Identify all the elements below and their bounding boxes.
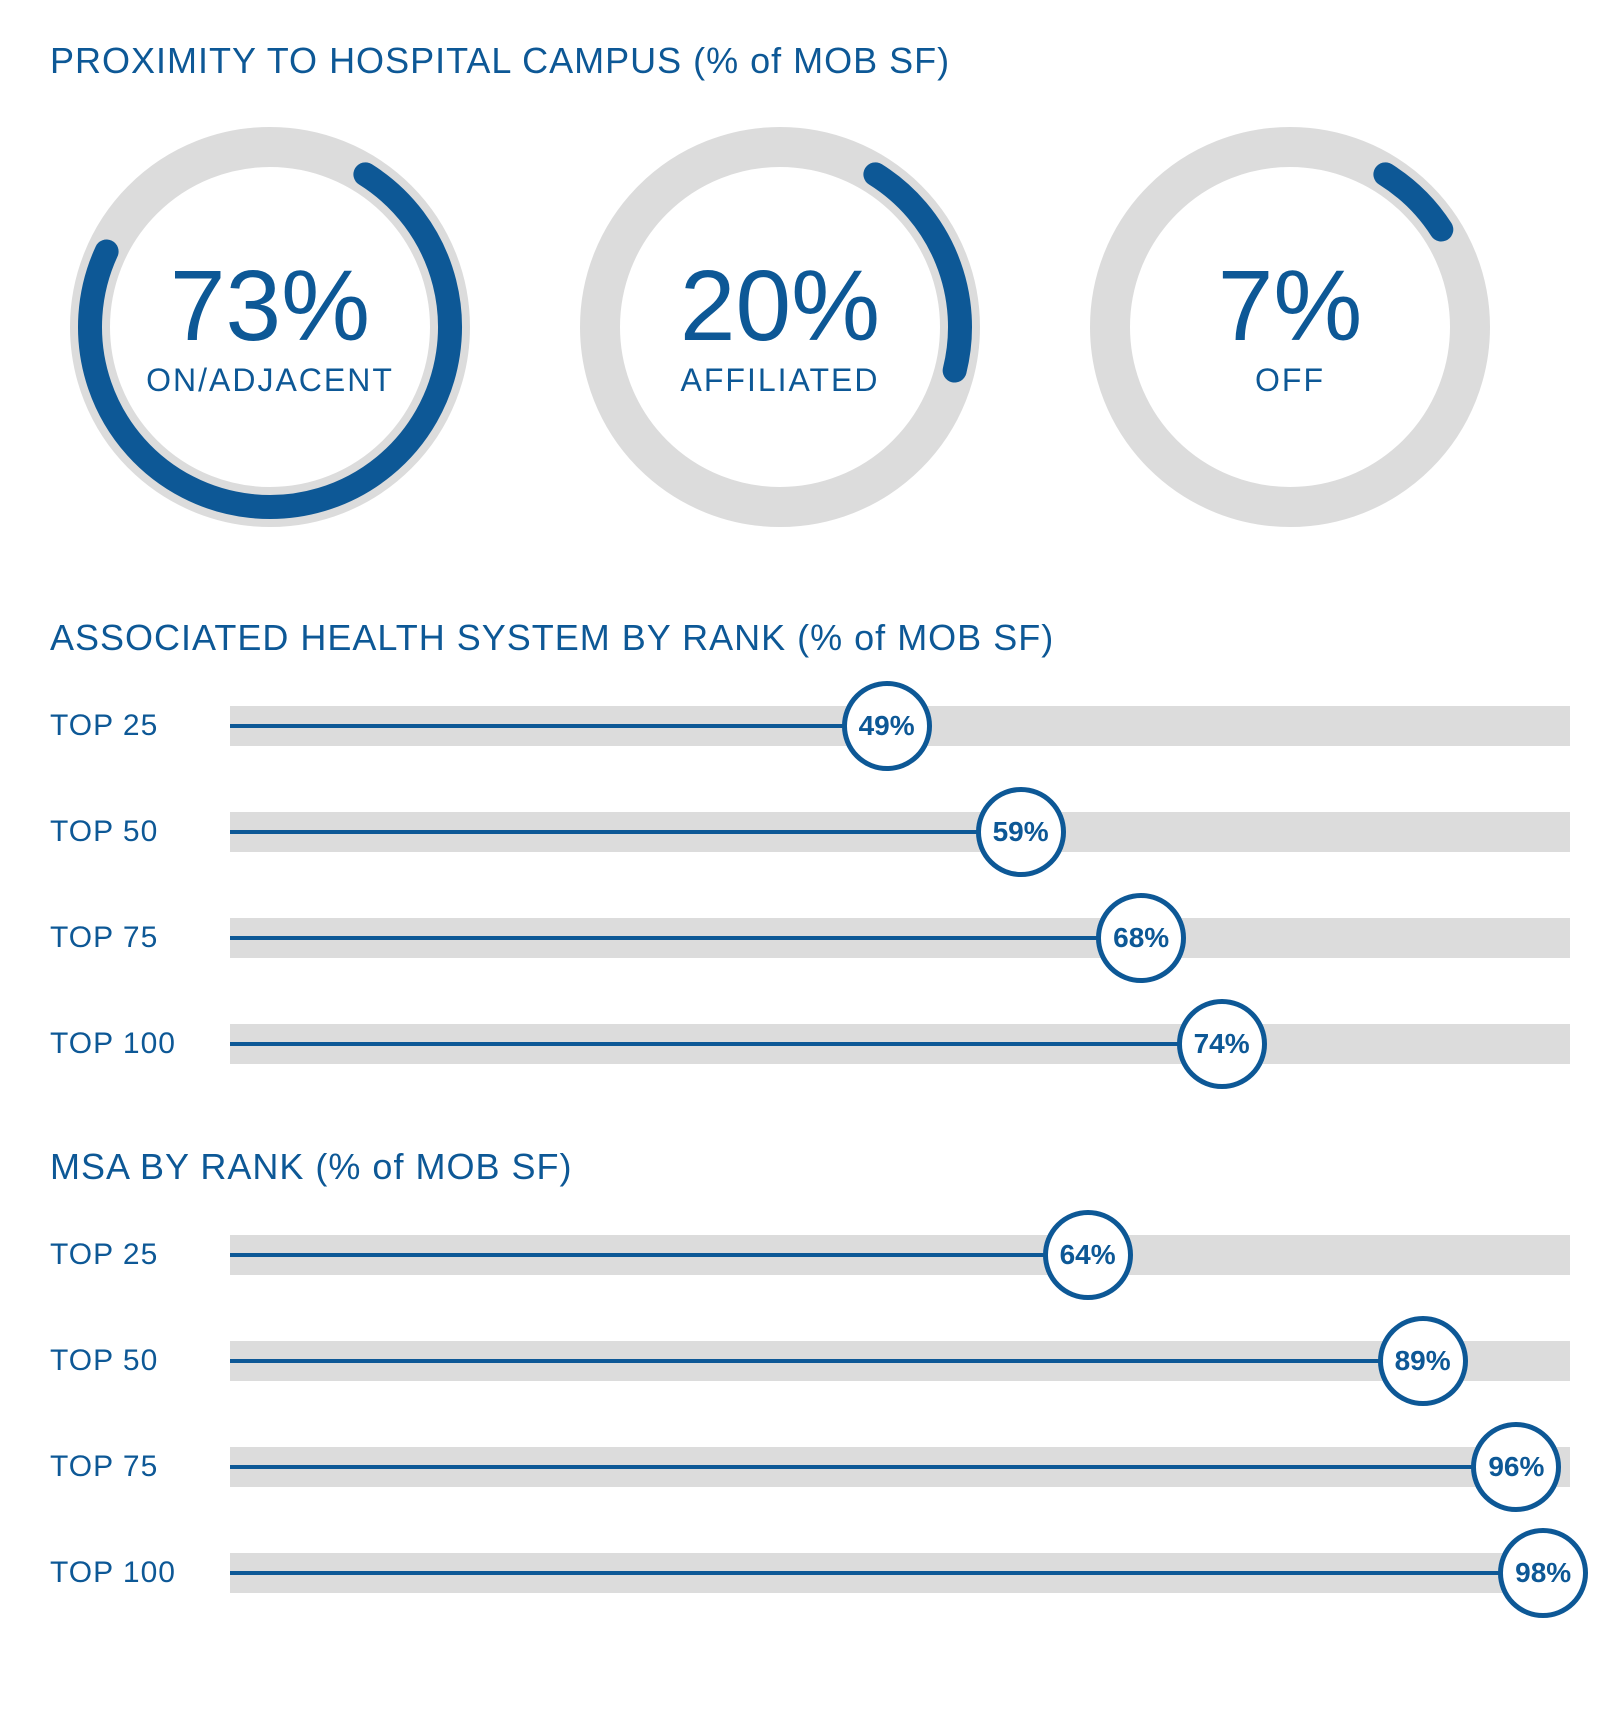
msa-bubble-2: 96% bbox=[1471, 1422, 1561, 1512]
hs-track-2: 68% bbox=[230, 918, 1570, 958]
msa-line-0 bbox=[230, 1253, 1088, 1257]
hs-row-top50: TOP 50 59% bbox=[50, 800, 1570, 864]
msa-line-1 bbox=[230, 1359, 1423, 1363]
msa-bubble-1: 89% bbox=[1378, 1316, 1468, 1406]
hs-bubble-3: 74% bbox=[1177, 999, 1267, 1089]
msa-line-2 bbox=[230, 1465, 1516, 1469]
msa-track-0: 64% bbox=[230, 1235, 1570, 1275]
hs-label-0: TOP 25 bbox=[50, 709, 230, 743]
msa-row-top100: TOP 100 98% bbox=[50, 1541, 1570, 1605]
hs-row-top100: TOP 100 74% bbox=[50, 1012, 1570, 1076]
donut-label-2: OFF bbox=[1218, 362, 1363, 399]
msa-track-1: 89% bbox=[230, 1341, 1570, 1381]
hs-line-0 bbox=[230, 724, 887, 728]
hs-label-2: TOP 75 bbox=[50, 921, 230, 955]
donut-off: 7% OFF bbox=[1080, 117, 1500, 537]
proximity-donut-row: 73% ON/ADJACENT 20% AFFILIATED 7% OFF bbox=[50, 117, 1570, 537]
msa-bubble-0: 64% bbox=[1043, 1210, 1133, 1300]
hs-label-1: TOP 50 bbox=[50, 815, 230, 849]
msa-bars: TOP 25 64% TOP 50 89% TOP 75 96% TOP 100… bbox=[50, 1223, 1570, 1605]
msa-label-3: TOP 100 bbox=[50, 1556, 230, 1590]
health-system-bars: TOP 25 49% TOP 50 59% TOP 75 68% TOP 100… bbox=[50, 694, 1570, 1076]
donut-label-0: ON/ADJACENT bbox=[146, 362, 394, 399]
health-system-title: ASSOCIATED HEALTH SYSTEM BY RANK (% of M… bbox=[50, 617, 1570, 659]
msa-row-top75: TOP 75 96% bbox=[50, 1435, 1570, 1499]
msa-bubble-3: 98% bbox=[1498, 1528, 1588, 1618]
donut-center-2: 7% OFF bbox=[1218, 256, 1363, 399]
hs-bubble-2: 68% bbox=[1096, 893, 1186, 983]
hs-line-2 bbox=[230, 936, 1141, 940]
msa-track-2: 96% bbox=[230, 1447, 1570, 1487]
msa-line-3 bbox=[230, 1571, 1543, 1575]
hs-line-3 bbox=[230, 1042, 1222, 1046]
donut-affiliated: 20% AFFILIATED bbox=[570, 117, 990, 537]
hs-label-3: TOP 100 bbox=[50, 1027, 230, 1061]
hs-row-top75: TOP 75 68% bbox=[50, 906, 1570, 970]
msa-title: MSA BY RANK (% of MOB SF) bbox=[50, 1146, 1570, 1188]
donut-center-0: 73% ON/ADJACENT bbox=[146, 256, 394, 399]
donut-value-1: 20% bbox=[680, 256, 880, 356]
hs-track-1: 59% bbox=[230, 812, 1570, 852]
msa-track-3: 98% bbox=[230, 1553, 1570, 1593]
donut-center-1: 20% AFFILIATED bbox=[680, 256, 880, 399]
hs-line-1 bbox=[230, 830, 1021, 834]
msa-label-1: TOP 50 bbox=[50, 1344, 230, 1378]
hs-bubble-0: 49% bbox=[842, 681, 932, 771]
donut-value-0: 73% bbox=[146, 256, 394, 356]
hs-bubble-1: 59% bbox=[976, 787, 1066, 877]
donut-on-adjacent: 73% ON/ADJACENT bbox=[60, 117, 480, 537]
donut-value-2: 7% bbox=[1218, 256, 1363, 356]
msa-row-top50: TOP 50 89% bbox=[50, 1329, 1570, 1393]
hs-track-3: 74% bbox=[230, 1024, 1570, 1064]
msa-label-2: TOP 75 bbox=[50, 1450, 230, 1484]
hs-track-0: 49% bbox=[230, 706, 1570, 746]
msa-row-top25: TOP 25 64% bbox=[50, 1223, 1570, 1287]
msa-label-0: TOP 25 bbox=[50, 1238, 230, 1272]
proximity-title: PROXIMITY TO HOSPITAL CAMPUS (% of MOB S… bbox=[50, 40, 1570, 82]
donut-label-1: AFFILIATED bbox=[680, 362, 880, 399]
hs-row-top25: TOP 25 49% bbox=[50, 694, 1570, 758]
